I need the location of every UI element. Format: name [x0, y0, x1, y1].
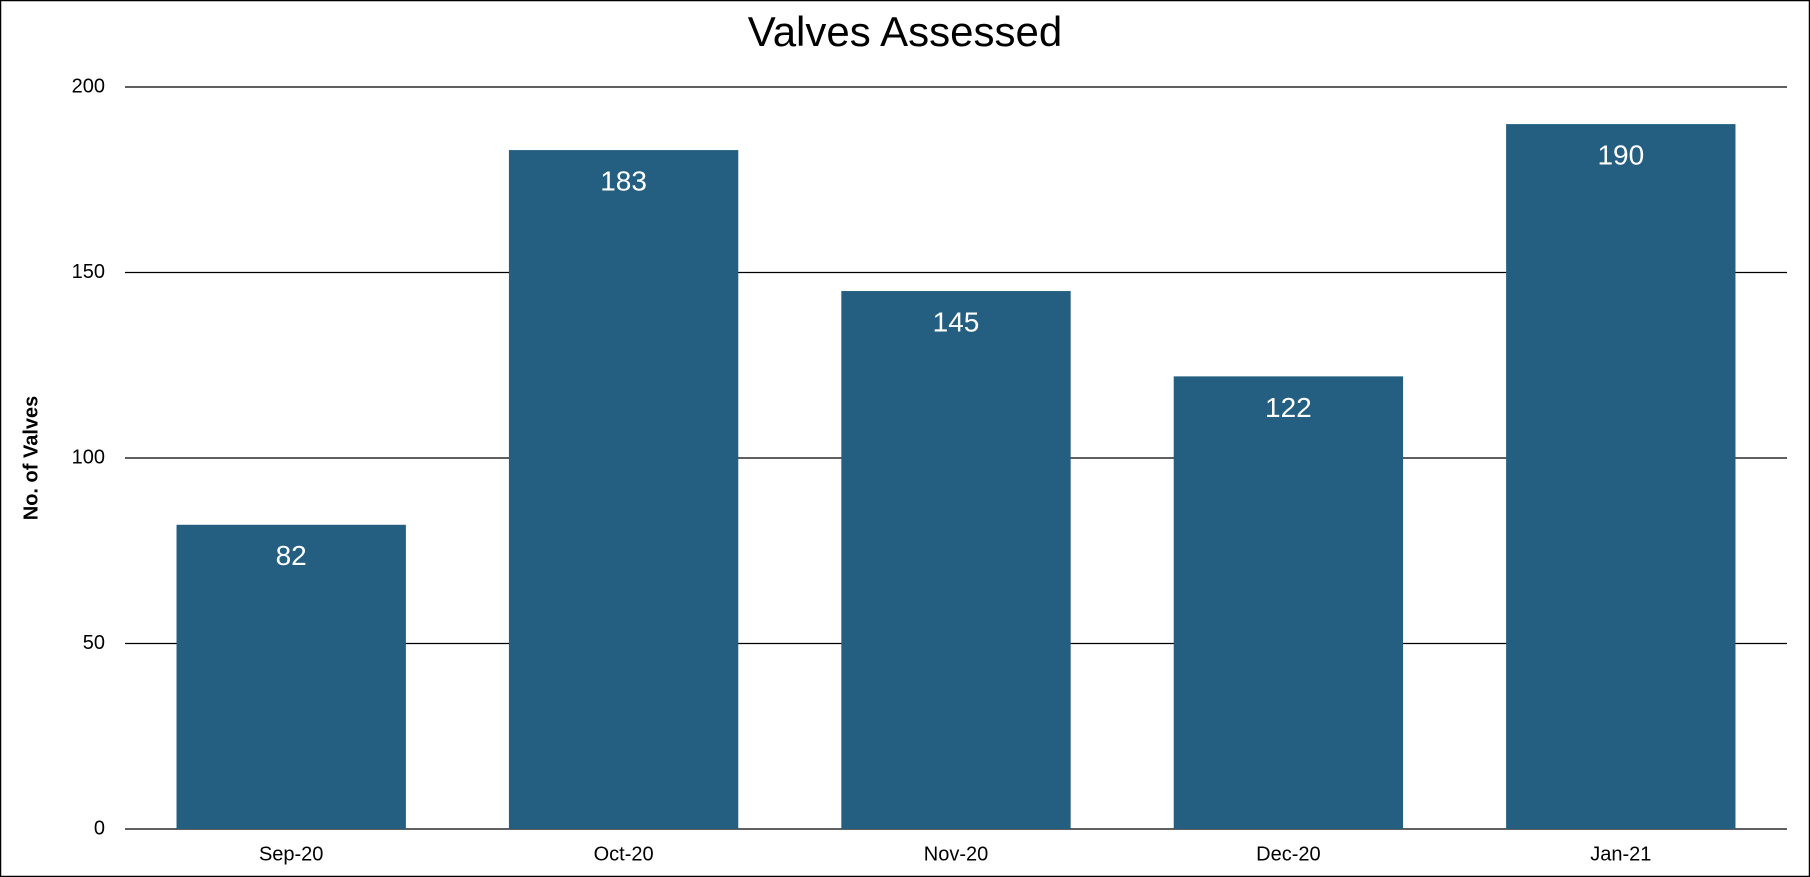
bar [176, 524, 406, 829]
x-tick-label: Oct-20 [594, 843, 654, 865]
x-tick-label: Sep-20 [259, 843, 324, 865]
bar [1506, 124, 1736, 830]
y-axis-label: No. of Valves [20, 396, 42, 521]
y-tick-label: 100 [72, 446, 105, 468]
x-tick-label: Nov-20 [924, 843, 988, 865]
value-label: 190 [1597, 139, 1644, 170]
bar [841, 291, 1071, 829]
chart-title: Valves Assessed [748, 8, 1062, 55]
y-tick-label: 150 [72, 261, 105, 283]
value-label: 183 [600, 165, 647, 196]
bar [508, 150, 739, 829]
bar [1173, 376, 1404, 829]
value-label: 82 [276, 540, 307, 571]
x-tick-label: Dec-20 [1256, 843, 1320, 865]
value-label: 145 [933, 306, 980, 337]
y-tick-label: 50 [83, 632, 105, 654]
y-tick-label: 200 [72, 75, 105, 97]
value-label: 122 [1265, 392, 1312, 423]
y-tick-label: 0 [94, 817, 105, 839]
x-tick-label: Jan-21 [1590, 843, 1651, 865]
